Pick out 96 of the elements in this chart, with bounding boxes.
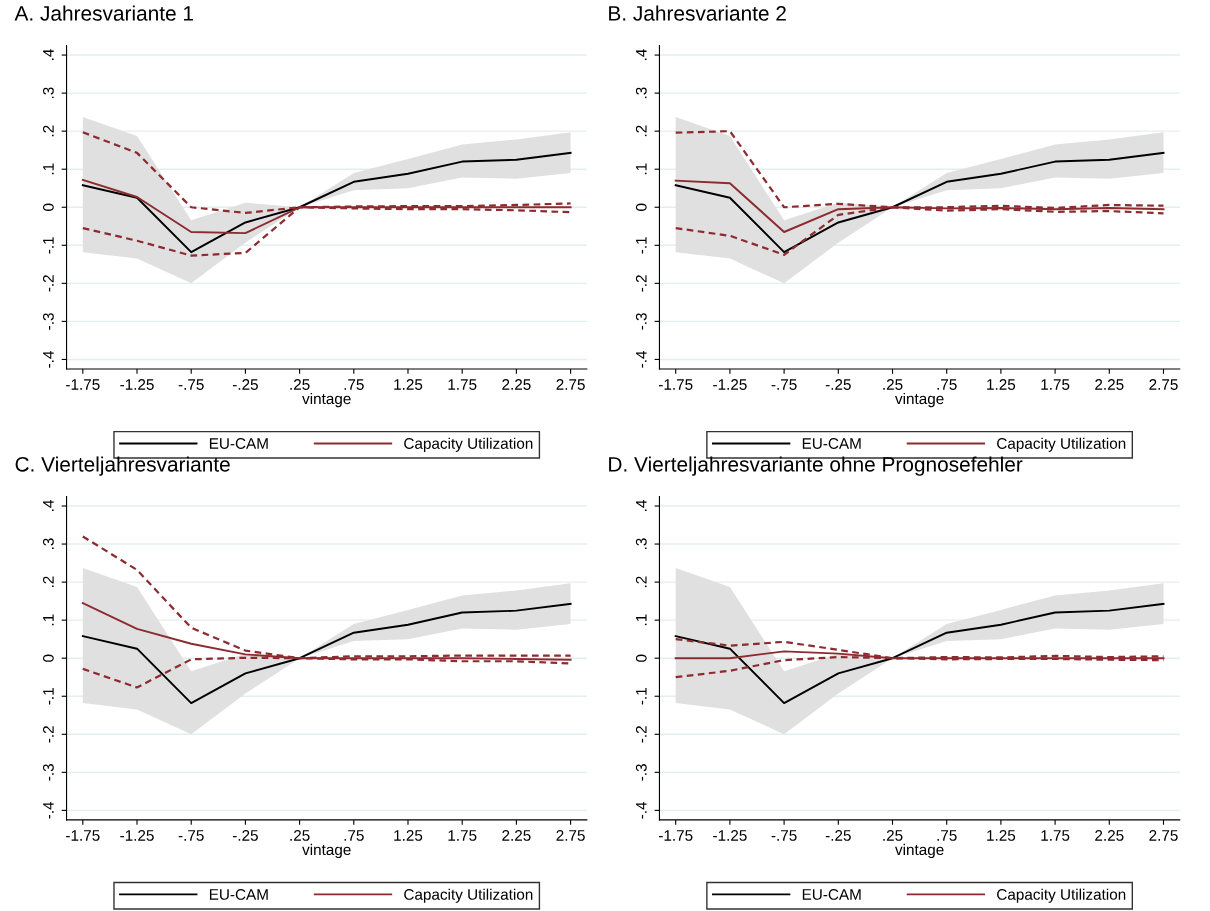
- x-tick-label: 2.25: [502, 830, 531, 841]
- x-tick-label: 2.25: [1095, 379, 1124, 390]
- x-tick-label: 1.75: [448, 830, 477, 841]
- x-tick-label: 1.25: [394, 830, 423, 841]
- x-tick-label: 1.75: [1041, 830, 1070, 841]
- legend-label: EU-CAM: [209, 438, 268, 449]
- y-tick-label: -.4: [43, 801, 54, 819]
- y-tick-label: .2: [635, 576, 647, 588]
- x-tick-label: 1.25: [987, 379, 1016, 390]
- x-axis-title: vintage: [302, 843, 351, 859]
- y-tick-label: -.1: [43, 237, 54, 254]
- x-tick-label: .25: [290, 830, 310, 841]
- y-tick-label: .1: [43, 163, 54, 175]
- y-tick-label: 0: [42, 654, 54, 662]
- chart-title: C. Vierteljahresvariante: [15, 456, 230, 476]
- legend-label: EU-CAM: [209, 889, 268, 900]
- legend-label: Capacity Utilization: [404, 437, 533, 452]
- x-axis-title: vintage: [895, 392, 944, 408]
- x-tick-label: .25: [883, 379, 903, 390]
- legend-label: Capacity Utilization: [997, 437, 1126, 452]
- x-tick-label: -1.25: [713, 379, 747, 390]
- chart-title: B. Jahresvariante 2: [609, 5, 786, 21]
- y-tick-label: -.2: [42, 275, 54, 292]
- x-tick-label: .75: [344, 379, 364, 390]
- x-tick-label: -.25: [232, 830, 258, 841]
- y-tick-label: .4: [43, 500, 54, 511]
- x-tick-label: -.75: [178, 830, 204, 841]
- y-tick-label: 0: [635, 654, 647, 662]
- y-tick-label: 0: [635, 203, 647, 211]
- x-tick-label: -.25: [825, 379, 851, 390]
- y-tick-label: 0: [42, 203, 54, 211]
- y-tick-label: -.4: [636, 350, 647, 368]
- x-tick-label: -1.75: [66, 379, 100, 390]
- y-tick-label: -.1: [43, 688, 54, 705]
- legend-label: Capacity Utilization: [404, 888, 533, 903]
- y-tick-label: .2: [42, 125, 54, 137]
- x-tick-label: .75: [344, 830, 364, 841]
- chart-title: D. Vierteljahresvariante ohne Prognosefehler: [609, 456, 1023, 476]
- line-series: [81, 151, 572, 254]
- legend-label: Capacity Utilization: [997, 888, 1126, 903]
- x-tick-label: 1.75: [1041, 379, 1070, 390]
- y-tick-label: -.4: [43, 350, 54, 368]
- y-tick-label: -.2: [635, 726, 647, 743]
- legend-label: EU-CAM: [802, 889, 861, 900]
- chart-title: A. Jahresvariante 1: [14, 5, 193, 21]
- x-tick-label: -.75: [771, 379, 797, 390]
- y-tick-label: -.4: [636, 801, 647, 819]
- x-tick-label: 2.25: [1095, 830, 1124, 841]
- y-tick-label: .4: [43, 49, 54, 61]
- y-tick-label: .4: [636, 500, 647, 511]
- x-tick-label: .75: [937, 379, 957, 390]
- x-tick-label: 1.25: [394, 379, 423, 390]
- x-tick-label: 2.75: [1149, 830, 1178, 841]
- x-tick-label: -1.25: [120, 379, 154, 390]
- y-tick-label: .4: [636, 49, 647, 61]
- y-tick-label: -.3: [635, 764, 647, 781]
- y-tick-label: -.3: [42, 764, 54, 781]
- x-tick-label: 1.75: [448, 379, 477, 390]
- x-tick-label: -1.25: [120, 830, 154, 841]
- legend-label: EU-CAM: [802, 438, 861, 449]
- x-tick-label: -.75: [178, 379, 204, 390]
- x-tick-label: -.25: [825, 830, 851, 841]
- x-tick-label: 2.25: [502, 379, 531, 390]
- x-tick-label: .25: [290, 379, 310, 390]
- y-tick-label: .1: [636, 614, 647, 626]
- x-tick-label: -1.75: [658, 830, 693, 841]
- x-tick-label: 1.25: [987, 830, 1016, 841]
- y-tick-label: .3: [42, 87, 54, 99]
- x-tick-label: -.75: [771, 830, 797, 841]
- line-series: [81, 602, 572, 705]
- y-tick-label: .2: [42, 576, 54, 588]
- line-series: [674, 602, 1165, 705]
- x-axis-title: vintage: [302, 392, 351, 408]
- x-tick-label: -1.75: [66, 830, 100, 841]
- y-tick-label: .1: [43, 614, 54, 626]
- y-tick-label: .1: [636, 163, 647, 175]
- y-tick-label: .3: [42, 538, 54, 550]
- y-tick-label: -.3: [635, 313, 647, 330]
- x-tick-label: -1.75: [658, 379, 693, 390]
- x-axis-title: vintage: [895, 843, 944, 859]
- y-tick-label: .3: [635, 538, 647, 550]
- x-tick-label: .75: [937, 830, 957, 841]
- x-tick-label: 2.75: [556, 830, 585, 841]
- y-tick-label: -.1: [636, 688, 647, 705]
- line-series: [674, 151, 1165, 254]
- y-tick-label: -.3: [42, 313, 54, 330]
- x-tick-label: .25: [883, 830, 903, 841]
- y-tick-label: -.2: [42, 726, 54, 743]
- y-tick-label: .3: [635, 87, 647, 99]
- y-tick-label: .2: [635, 125, 647, 137]
- x-tick-label: -1.25: [713, 830, 747, 841]
- y-tick-label: -.1: [636, 237, 647, 254]
- x-tick-label: 2.75: [1149, 379, 1178, 390]
- y-tick-label: -.2: [635, 275, 647, 292]
- x-tick-label: 2.75: [556, 379, 585, 390]
- x-tick-label: -.25: [232, 379, 258, 390]
